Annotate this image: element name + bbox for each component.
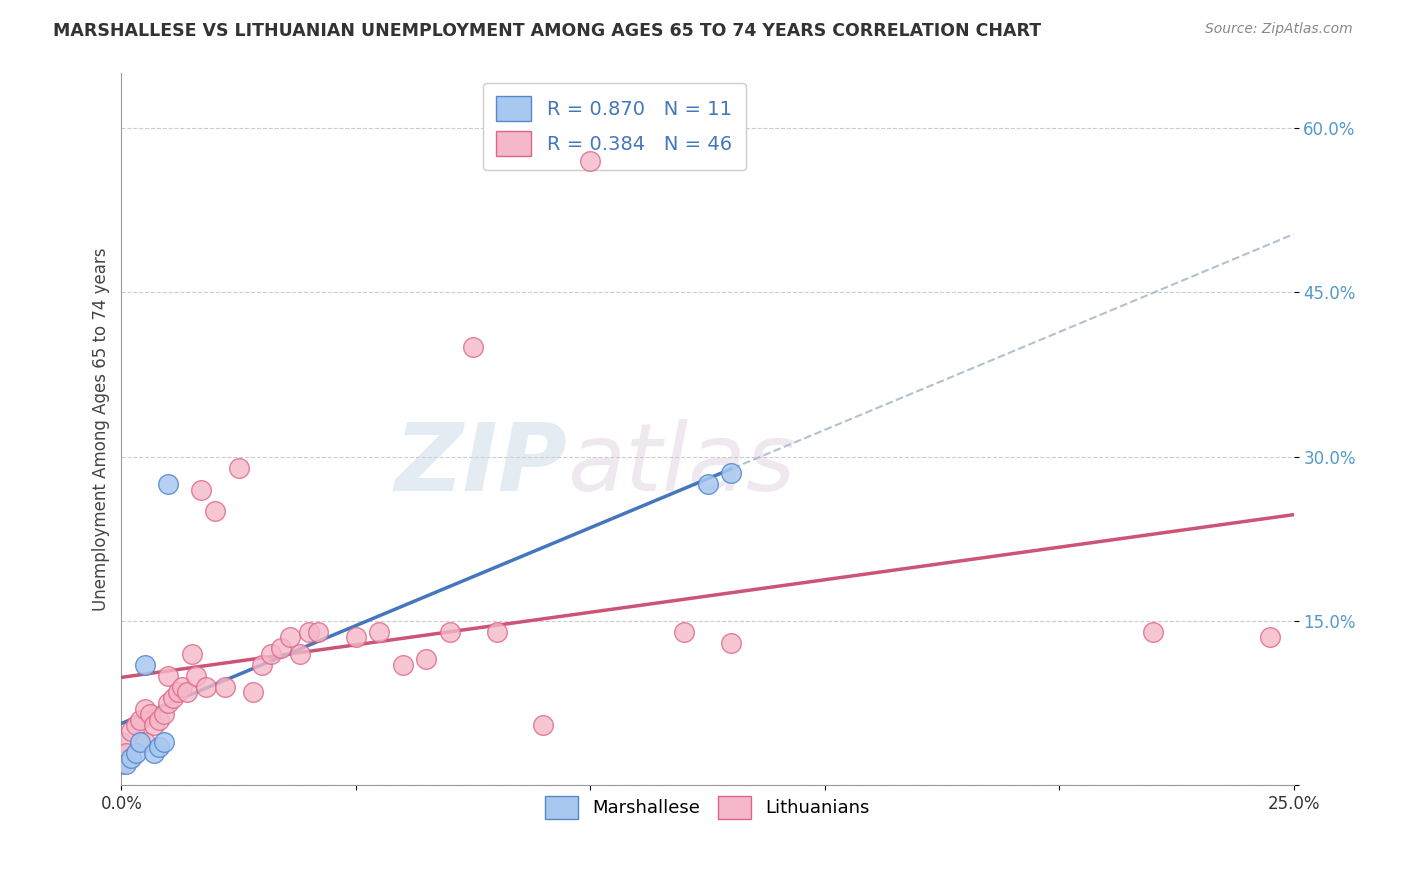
Point: [204, 504, 226, 518]
Point: [176, 685, 198, 699]
Point: [288, 647, 311, 661]
Point: [134, 734, 156, 748]
Point: [415, 652, 437, 666]
Point: [368, 625, 391, 640]
Text: ZIP: ZIP: [394, 419, 567, 511]
Point: [138, 707, 160, 722]
Point: [1142, 625, 1164, 640]
Text: MARSHALLESE VS LITHUANIAN UNEMPLOYMENT AMONG AGES 65 TO 74 YEARS CORRELATION CHA: MARSHALLESE VS LITHUANIAN UNEMPLOYMENT A…: [53, 22, 1042, 40]
Point: [180, 647, 202, 661]
Point: [157, 669, 180, 683]
Point: [129, 734, 152, 748]
Point: [152, 734, 174, 748]
Point: [162, 690, 184, 705]
Point: [172, 680, 194, 694]
Point: [307, 625, 329, 640]
Point: [242, 685, 264, 699]
Point: [157, 696, 180, 710]
Point: [129, 713, 152, 727]
Point: [148, 740, 170, 755]
Point: [461, 340, 484, 354]
Point: [673, 625, 696, 640]
Point: [298, 625, 321, 640]
Point: [1258, 631, 1281, 645]
Point: [120, 751, 142, 765]
Point: [194, 680, 217, 694]
Point: [186, 669, 208, 683]
Point: [152, 707, 174, 722]
Point: [278, 631, 301, 645]
Point: [439, 625, 461, 640]
Point: [120, 723, 142, 738]
Point: [228, 460, 250, 475]
Point: [124, 718, 146, 732]
Point: [344, 631, 367, 645]
Point: [115, 746, 138, 760]
Point: [270, 641, 292, 656]
Point: [110, 756, 132, 771]
Point: [214, 680, 236, 694]
Point: [143, 746, 166, 760]
Point: [115, 756, 138, 771]
Point: [696, 477, 718, 491]
Y-axis label: Unemployment Among Ages 65 to 74 years: Unemployment Among Ages 65 to 74 years: [93, 247, 110, 611]
Point: [485, 625, 508, 640]
Legend: Marshallese, Lithuanians: Marshallese, Lithuanians: [534, 785, 880, 830]
Point: [124, 746, 146, 760]
Point: [157, 477, 180, 491]
Point: [190, 483, 212, 497]
Point: [250, 657, 273, 672]
Point: [166, 685, 188, 699]
Point: [391, 657, 413, 672]
Point: [143, 718, 166, 732]
Point: [134, 702, 156, 716]
Point: [260, 647, 283, 661]
Point: [579, 153, 602, 168]
Text: atlas: atlas: [567, 419, 796, 510]
Point: [720, 636, 742, 650]
Point: [720, 466, 742, 480]
Point: [110, 734, 132, 748]
Text: Source: ZipAtlas.com: Source: ZipAtlas.com: [1205, 22, 1353, 37]
Point: [148, 713, 170, 727]
Point: [134, 657, 156, 672]
Point: [533, 718, 555, 732]
